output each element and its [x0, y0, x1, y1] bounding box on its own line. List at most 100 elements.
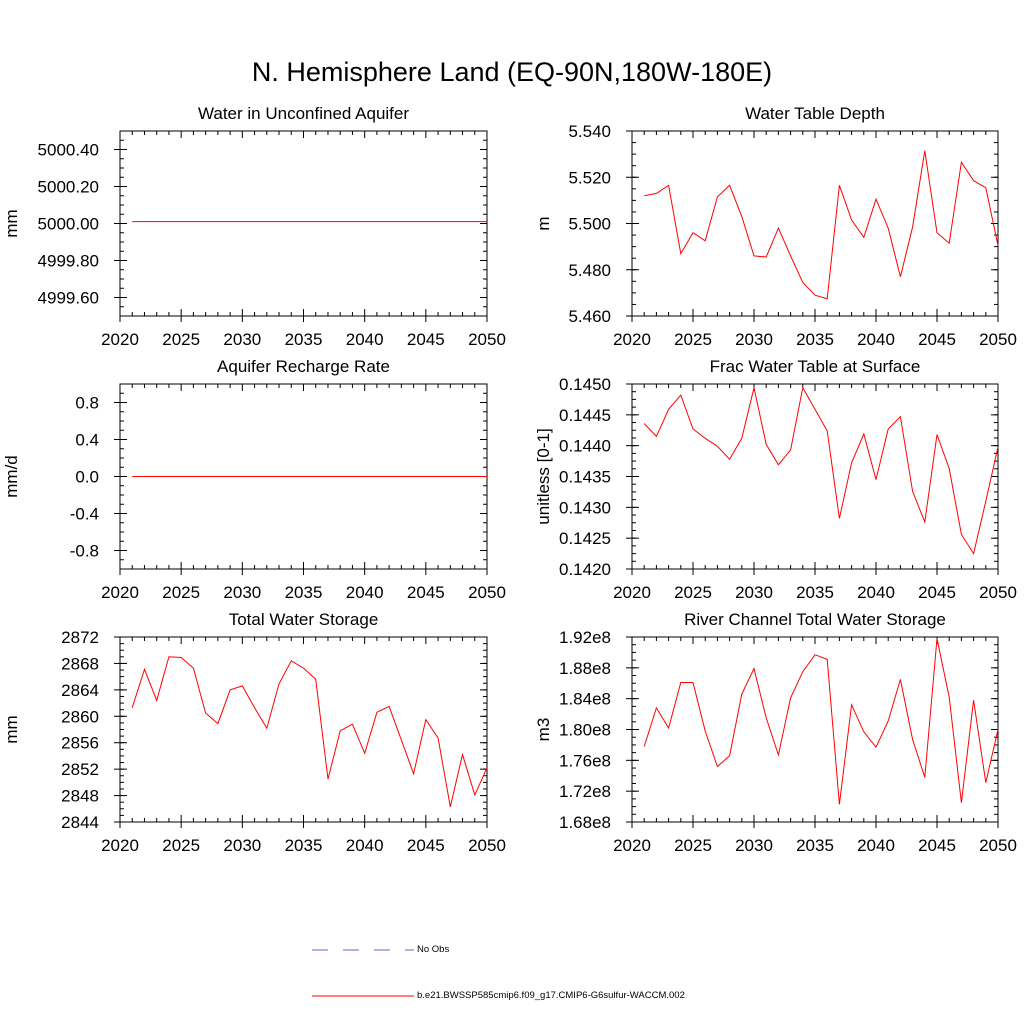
y-tick-label: 5.500	[568, 215, 611, 234]
x-tick-label: 2050	[979, 836, 1017, 855]
x-tick-label: 2030	[735, 583, 773, 602]
data-point	[376, 221, 377, 222]
data-point	[181, 657, 182, 658]
y-tick-label: 0.1440	[559, 437, 611, 456]
data-point	[364, 476, 365, 477]
data-point	[790, 449, 791, 450]
data-point	[961, 802, 962, 803]
data-point	[912, 226, 913, 227]
data-point	[303, 221, 304, 222]
data-point	[168, 476, 169, 477]
y-tick-label: 0.1450	[559, 375, 611, 394]
data-point	[851, 219, 852, 220]
data-point	[705, 730, 706, 731]
y-tick-label: -0.4	[70, 505, 99, 524]
data-point	[753, 255, 754, 256]
chart-panel-total-water-storage: Total Water Storage 2020 2025 2030 2035 2040 2…	[2, 610, 506, 855]
data-point	[827, 430, 828, 431]
data-point	[413, 773, 414, 774]
y-tick-label: 5000.40	[38, 141, 99, 160]
y-tick-label: 0.8	[75, 394, 99, 413]
data-point	[327, 221, 328, 222]
data-point	[462, 476, 463, 477]
data-point	[254, 707, 255, 708]
data-point	[912, 491, 913, 492]
y-tick-label: 1.68e8	[559, 813, 611, 832]
data-point	[814, 654, 815, 655]
data-point	[242, 221, 243, 222]
y-tick-label: 0.1445	[559, 406, 611, 425]
plot-frame	[631, 130, 999, 317]
data-point	[278, 476, 279, 477]
data-point	[973, 553, 974, 554]
data-point	[875, 747, 876, 748]
data-point	[291, 660, 292, 661]
y-tick-label: -0.8	[70, 542, 99, 561]
data-point	[985, 501, 986, 502]
data-point	[450, 221, 451, 222]
series-line	[643, 638, 999, 805]
data-point	[766, 444, 767, 445]
data-point	[753, 387, 754, 388]
data-point	[644, 746, 645, 747]
y-tick-label: 4999.60	[38, 289, 99, 308]
data-point	[425, 719, 426, 720]
data-point	[766, 717, 767, 718]
data-point	[729, 185, 730, 186]
data-point	[656, 436, 657, 437]
data-point	[717, 766, 718, 767]
y-axis-label: mm	[2, 715, 21, 743]
data-point	[278, 221, 279, 222]
data-point	[291, 476, 292, 477]
data-point	[717, 446, 718, 447]
data-point	[644, 195, 645, 196]
y-tick-label: 2868	[61, 654, 99, 673]
y-tick-label: 2872	[61, 628, 99, 647]
data-point	[888, 720, 889, 721]
panel-title: Frac Water Table at Surface	[710, 357, 921, 376]
data-point	[863, 237, 864, 238]
y-tick-label: 5.480	[568, 261, 611, 280]
data-point	[753, 668, 754, 669]
data-point	[936, 434, 937, 435]
data-point	[900, 276, 901, 277]
data-point	[839, 185, 840, 186]
data-point	[217, 723, 218, 724]
data-point	[266, 476, 267, 477]
x-tick-label: 2040	[346, 836, 384, 855]
data-point	[863, 433, 864, 434]
y-axis-label: mm	[2, 209, 21, 237]
data-point	[474, 221, 475, 222]
x-tick-label: 2050	[979, 330, 1017, 349]
x-tick-label: 2050	[468, 330, 506, 349]
data-point	[961, 534, 962, 535]
data-point	[900, 416, 901, 417]
data-point	[156, 700, 157, 701]
data-point	[254, 221, 255, 222]
data-point	[949, 697, 950, 698]
data-point	[132, 221, 133, 222]
x-tick-label: 2035	[285, 330, 323, 349]
data-point	[839, 518, 840, 519]
data-point	[205, 476, 206, 477]
y-tick-label: 2852	[61, 760, 99, 779]
data-point	[474, 794, 475, 795]
data-point	[705, 240, 706, 241]
series-line	[644, 150, 999, 300]
y-tick-label: 4999.80	[38, 252, 99, 271]
data-point	[827, 298, 828, 299]
plot-frame	[631, 636, 999, 823]
data-point	[230, 221, 231, 222]
data-point	[401, 221, 402, 222]
data-point	[193, 476, 194, 477]
x-tick-label: 2030	[223, 330, 261, 349]
x-tick-label: 2040	[346, 330, 384, 349]
y-tick-label: 1.92e8	[559, 628, 611, 647]
data-point	[450, 806, 451, 807]
data-point	[327, 778, 328, 779]
data-point	[376, 712, 377, 713]
data-point	[656, 707, 657, 708]
data-point	[168, 656, 169, 657]
panel-title: Water in Unconfined Aquifer	[198, 104, 409, 123]
data-point	[266, 728, 267, 729]
